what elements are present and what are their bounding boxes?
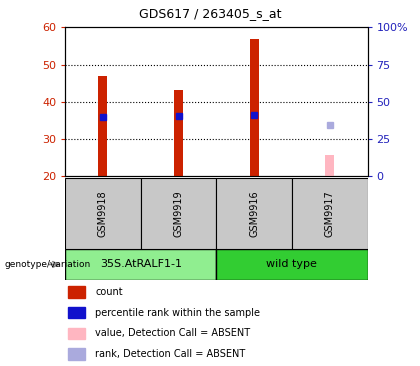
Text: GSM9919: GSM9919: [173, 190, 184, 236]
Bar: [68, 328, 85, 339]
Bar: [216, 249, 368, 280]
Bar: [216, 178, 292, 249]
Text: percentile rank within the sample: percentile rank within the sample: [95, 308, 260, 318]
Bar: [141, 178, 216, 249]
Bar: [68, 287, 85, 298]
Bar: [292, 178, 368, 249]
Text: GDS617 / 263405_s_at: GDS617 / 263405_s_at: [139, 7, 281, 20]
Bar: [174, 90, 183, 176]
Bar: [68, 307, 85, 318]
Text: wild type: wild type: [266, 259, 318, 269]
Text: count: count: [95, 287, 123, 297]
Text: value, Detection Call = ABSENT: value, Detection Call = ABSENT: [95, 328, 250, 338]
Text: GSM9916: GSM9916: [249, 190, 259, 236]
Bar: [65, 178, 141, 249]
Bar: [98, 76, 108, 176]
Text: GSM9917: GSM9917: [325, 190, 335, 236]
Text: genotype/variation: genotype/variation: [4, 260, 90, 269]
Bar: [249, 38, 259, 176]
Bar: [68, 348, 85, 359]
Text: rank, Detection Call = ABSENT: rank, Detection Call = ABSENT: [95, 349, 246, 359]
Bar: [65, 249, 216, 280]
Text: 35S.AtRALF1-1: 35S.AtRALF1-1: [100, 259, 182, 269]
Text: GSM9918: GSM9918: [98, 190, 108, 236]
Bar: [325, 155, 334, 176]
